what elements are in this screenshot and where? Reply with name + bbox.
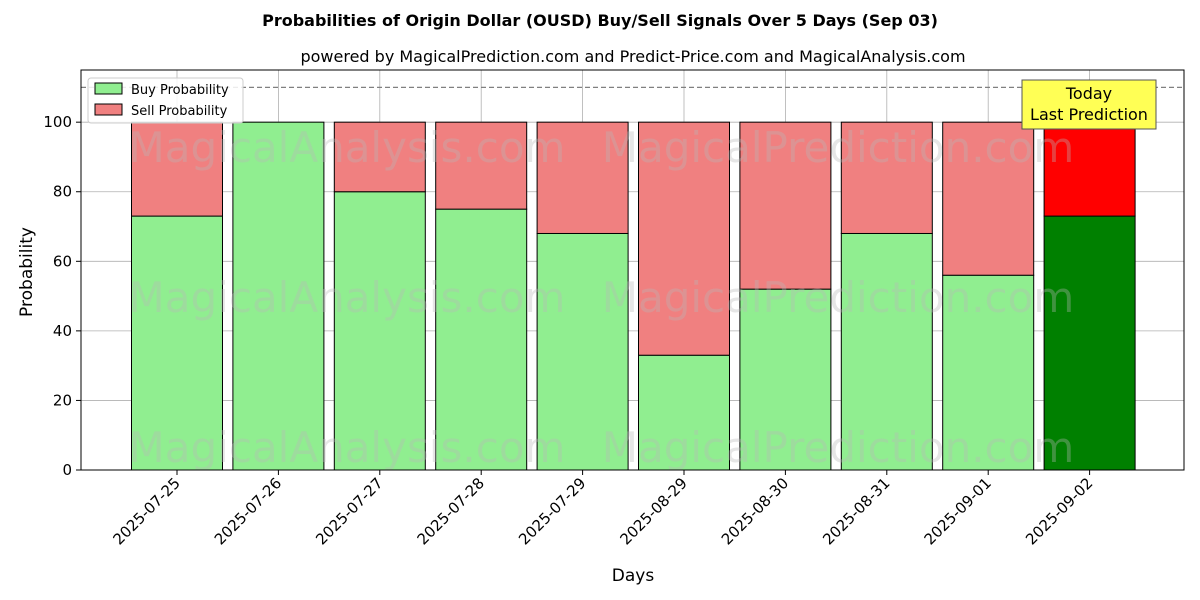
buy-bar (1043, 215, 1136, 471)
y-tick-label: 40 (53, 322, 72, 340)
watermark-text: MagicalPrediction.com (602, 423, 1075, 472)
y-axis-ticks: 0 20 40 60 80 100 (43, 113, 81, 479)
plot-frame (80, 69, 1185, 471)
y-tick-label: 100 (43, 113, 72, 131)
legend-swatch-buy (94, 82, 123, 95)
watermark-text: MagicalAnalysis.com (129, 123, 566, 172)
x-tick-label: 2025-07-25 (109, 474, 183, 548)
legend-label-sell: Sell Probability (131, 104, 228, 119)
sell-bar (638, 121, 730, 356)
watermark-group: MagicalAnalysis.com MagicalPrediction.com… (129, 123, 1075, 472)
today-annotation: Today Last Prediction (1021, 79, 1157, 130)
x-tick-label: 2025-09-01 (921, 474, 995, 548)
legend-box (87, 77, 244, 124)
sell-bar (942, 121, 1035, 276)
sell-bar (333, 121, 426, 193)
today-annotation-box (1021, 79, 1157, 130)
buy-bar (739, 288, 832, 471)
chart-title: Probabilities of Origin Dollar (OUSD) Bu… (262, 11, 938, 30)
x-tick-label: 2025-07-29 (515, 474, 589, 548)
y-axis-label: Probability (17, 227, 37, 317)
bars-group (131, 121, 1136, 471)
x-tick-label: 2025-08-31 (819, 474, 893, 548)
buy-bar (131, 215, 223, 471)
watermark-text: MagicalPrediction.com (602, 123, 1075, 172)
chart-subtitle: powered by MagicalPrediction.com and Pre… (300, 47, 965, 66)
watermark-text: MagicalAnalysis.com (129, 273, 566, 322)
x-tick-label: 2025-07-26 (211, 474, 285, 548)
x-tick-label: 2025-08-29 (616, 474, 690, 548)
legend-label-buy: Buy Probability (131, 83, 229, 98)
buy-bar (638, 354, 730, 471)
legend-swatch-sell (94, 103, 123, 116)
x-axis-label: Days (612, 566, 655, 586)
x-tick-label: 2025-07-28 (414, 474, 488, 548)
sell-bar (1043, 121, 1136, 217)
x-tick-label: 2025-07-27 (312, 474, 386, 548)
buy-bar (942, 274, 1035, 471)
today-label: Today (1065, 84, 1112, 103)
y-tick-label: 80 (53, 183, 72, 201)
y-tick-label: 60 (53, 252, 72, 270)
sell-bar (739, 121, 832, 290)
sell-bar (435, 121, 528, 210)
buy-bar (840, 232, 933, 471)
buy-bar (435, 208, 528, 471)
last-prediction-label: Last Prediction (1030, 105, 1148, 124)
y-tick-label: 0 (62, 461, 72, 479)
sell-bar (131, 121, 223, 217)
buy-bar (333, 191, 426, 471)
sell-bar (840, 121, 933, 234)
x-tick-label: 2025-09-02 (1022, 474, 1096, 548)
sell-bar (536, 121, 629, 234)
legend: Buy Probability Sell Probability (87, 77, 244, 124)
watermark-text: MagicalAnalysis.com (129, 423, 566, 472)
x-axis-ticks: 2025-07-25 2025-07-26 2025-07-27 2025-07-28… (109, 470, 1096, 548)
watermark-text: MagicalPrediction.com (602, 273, 1075, 322)
x-tick-label: 2025-08-30 (718, 474, 792, 548)
y-tick-label: 20 (53, 391, 72, 409)
